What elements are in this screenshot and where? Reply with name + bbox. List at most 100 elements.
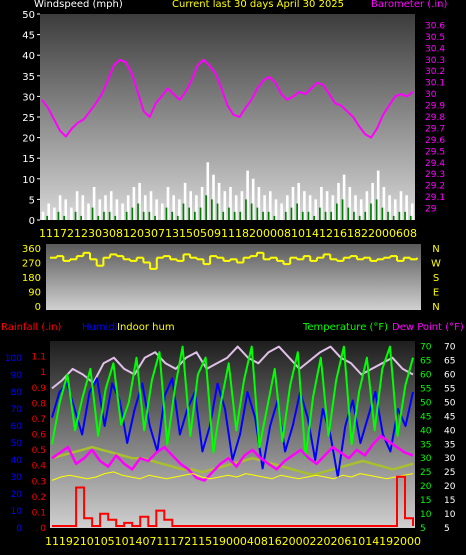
gust-bar: [387, 211, 389, 220]
barometer-tick-label: 30.5: [425, 33, 445, 43]
compass-label: N: [432, 302, 439, 313]
gust-bar: [381, 207, 384, 220]
windspeed-bar: [155, 199, 158, 220]
windspeed-bar: [308, 195, 312, 220]
gust-bar: [199, 207, 202, 220]
temperature-tick-label: 5: [420, 524, 426, 534]
barometer-tick-label: 29.9: [425, 102, 445, 112]
humidity-tick-label: 0: [16, 524, 22, 534]
windspeed-bar: [200, 187, 204, 220]
gust-bar: [233, 211, 236, 220]
temperature-tick-label: 45: [420, 412, 431, 422]
windspeed-bar: [399, 191, 403, 220]
x-tick-label-bottom: 05: [101, 535, 115, 548]
windspeed-bar: [411, 203, 414, 220]
windspeed-bar: [320, 187, 323, 220]
gust-bar: [324, 211, 327, 220]
x-tick-label-top: 18: [235, 227, 249, 240]
rainfall-line: [52, 475, 414, 527]
wind-plot-area: [40, 14, 415, 220]
gust-bar: [273, 215, 276, 220]
windspeed-bar: [217, 182, 221, 220]
gust-bar: [239, 211, 242, 220]
temperature-tick-label: 65: [420, 357, 431, 367]
rainfall-tick-label: 0.9: [32, 384, 47, 394]
windspeed-bar: [41, 211, 45, 220]
windspeed-tick-label: 5: [29, 195, 35, 206]
windspeed-bar: [263, 195, 266, 220]
gust-bar: [194, 211, 196, 220]
x-tick-label-top: 14: [305, 227, 319, 240]
windspeed-bar: [149, 191, 153, 220]
dewpoint-tick-label: 40: [444, 426, 456, 436]
gust-bar: [182, 203, 185, 220]
windspeed-bar: [303, 191, 306, 220]
windspeed-bar: [286, 195, 289, 220]
x-tick-label-top: 17: [53, 227, 67, 240]
rainfall-tick-label: 0.1: [32, 508, 46, 518]
x-tick-label-bottom: 20: [393, 535, 407, 548]
gust-bar: [114, 215, 117, 220]
barometer-tick-label: 29.3: [425, 170, 445, 180]
x-tick-label-top: 13: [165, 227, 179, 240]
windspeed-bar: [138, 182, 141, 220]
indoor-hum-title: Indoor hum: [117, 322, 175, 333]
windspeed-bar: [376, 170, 380, 220]
x-tick-label-bottom: 00: [226, 535, 240, 548]
windspeed-tick-label: 20: [22, 134, 35, 145]
barometer-axis-title: Barometer (.in): [371, 0, 447, 10]
gust-bar: [409, 215, 412, 220]
gust-bar: [176, 215, 179, 220]
x-tick-label-bottom: 19: [379, 535, 393, 548]
temperature-tick-label: 10: [420, 510, 432, 520]
windspeed-bar: [291, 187, 295, 220]
windspeed-bar: [257, 187, 261, 220]
x-tick-label-top: 12: [123, 227, 137, 240]
gust-bar: [336, 203, 338, 220]
compass-label: W: [431, 259, 441, 270]
gust-bar: [171, 211, 173, 220]
gust-bar: [392, 215, 395, 220]
dewpoint-axis-title: Dew Point (°F): [392, 322, 464, 333]
gust-bar: [307, 211, 310, 220]
windspeed-bar: [314, 199, 317, 220]
dewpoint-tick-label: 15: [444, 496, 455, 506]
dewpoint-tick-label: 20: [444, 482, 456, 492]
gust-bar: [165, 207, 168, 220]
x-tick-label-top: 08: [403, 227, 417, 240]
windspeed-bar: [206, 162, 210, 220]
x-tick-label-bottom: 14: [129, 535, 143, 548]
gust-bar: [267, 211, 270, 220]
windspeed-bar: [92, 187, 96, 220]
windspeed-bar: [64, 199, 67, 220]
direction-tick-label: 0: [35, 302, 41, 313]
gust-bar: [330, 211, 332, 220]
barometer-tick-label: 30.4: [425, 44, 445, 54]
rainfall-tick-label: 1: [40, 368, 46, 378]
x-tick-label-bottom: 01: [87, 535, 101, 548]
rainfall-tick-label: 0.3: [32, 477, 46, 487]
windspeed-bar: [121, 203, 124, 220]
gust-bar: [148, 211, 151, 220]
x-tick-label-top: 03: [137, 227, 151, 240]
barometer-tick-label: 29.2: [425, 182, 445, 192]
dewpoint-tick-label: 50: [444, 398, 456, 408]
indoor-temp-line: [51, 345, 414, 390]
x-tick-label-bottom: 11: [156, 535, 170, 548]
gust-bar: [301, 211, 304, 220]
humidity-tick-label: 70: [11, 405, 23, 415]
windspeed-bar: [212, 174, 215, 220]
gust-bar: [91, 207, 94, 220]
compass-label: E: [433, 288, 439, 299]
windspeed-bar: [240, 191, 244, 220]
x-tick-label-top: 10: [291, 227, 305, 240]
temperature-tick-label: 50: [420, 398, 432, 408]
x-tick-label-bottom: 20: [282, 535, 296, 548]
windspeed-bar: [269, 191, 272, 220]
x-tick-label-bottom: 22: [310, 535, 324, 548]
direction-tick-label: 360: [22, 244, 41, 255]
gust-bar: [262, 211, 264, 220]
x-tick-label-bottom: 15: [198, 535, 212, 548]
temperature-tick-label: 20: [420, 482, 432, 492]
windspeed-bar: [53, 207, 56, 220]
